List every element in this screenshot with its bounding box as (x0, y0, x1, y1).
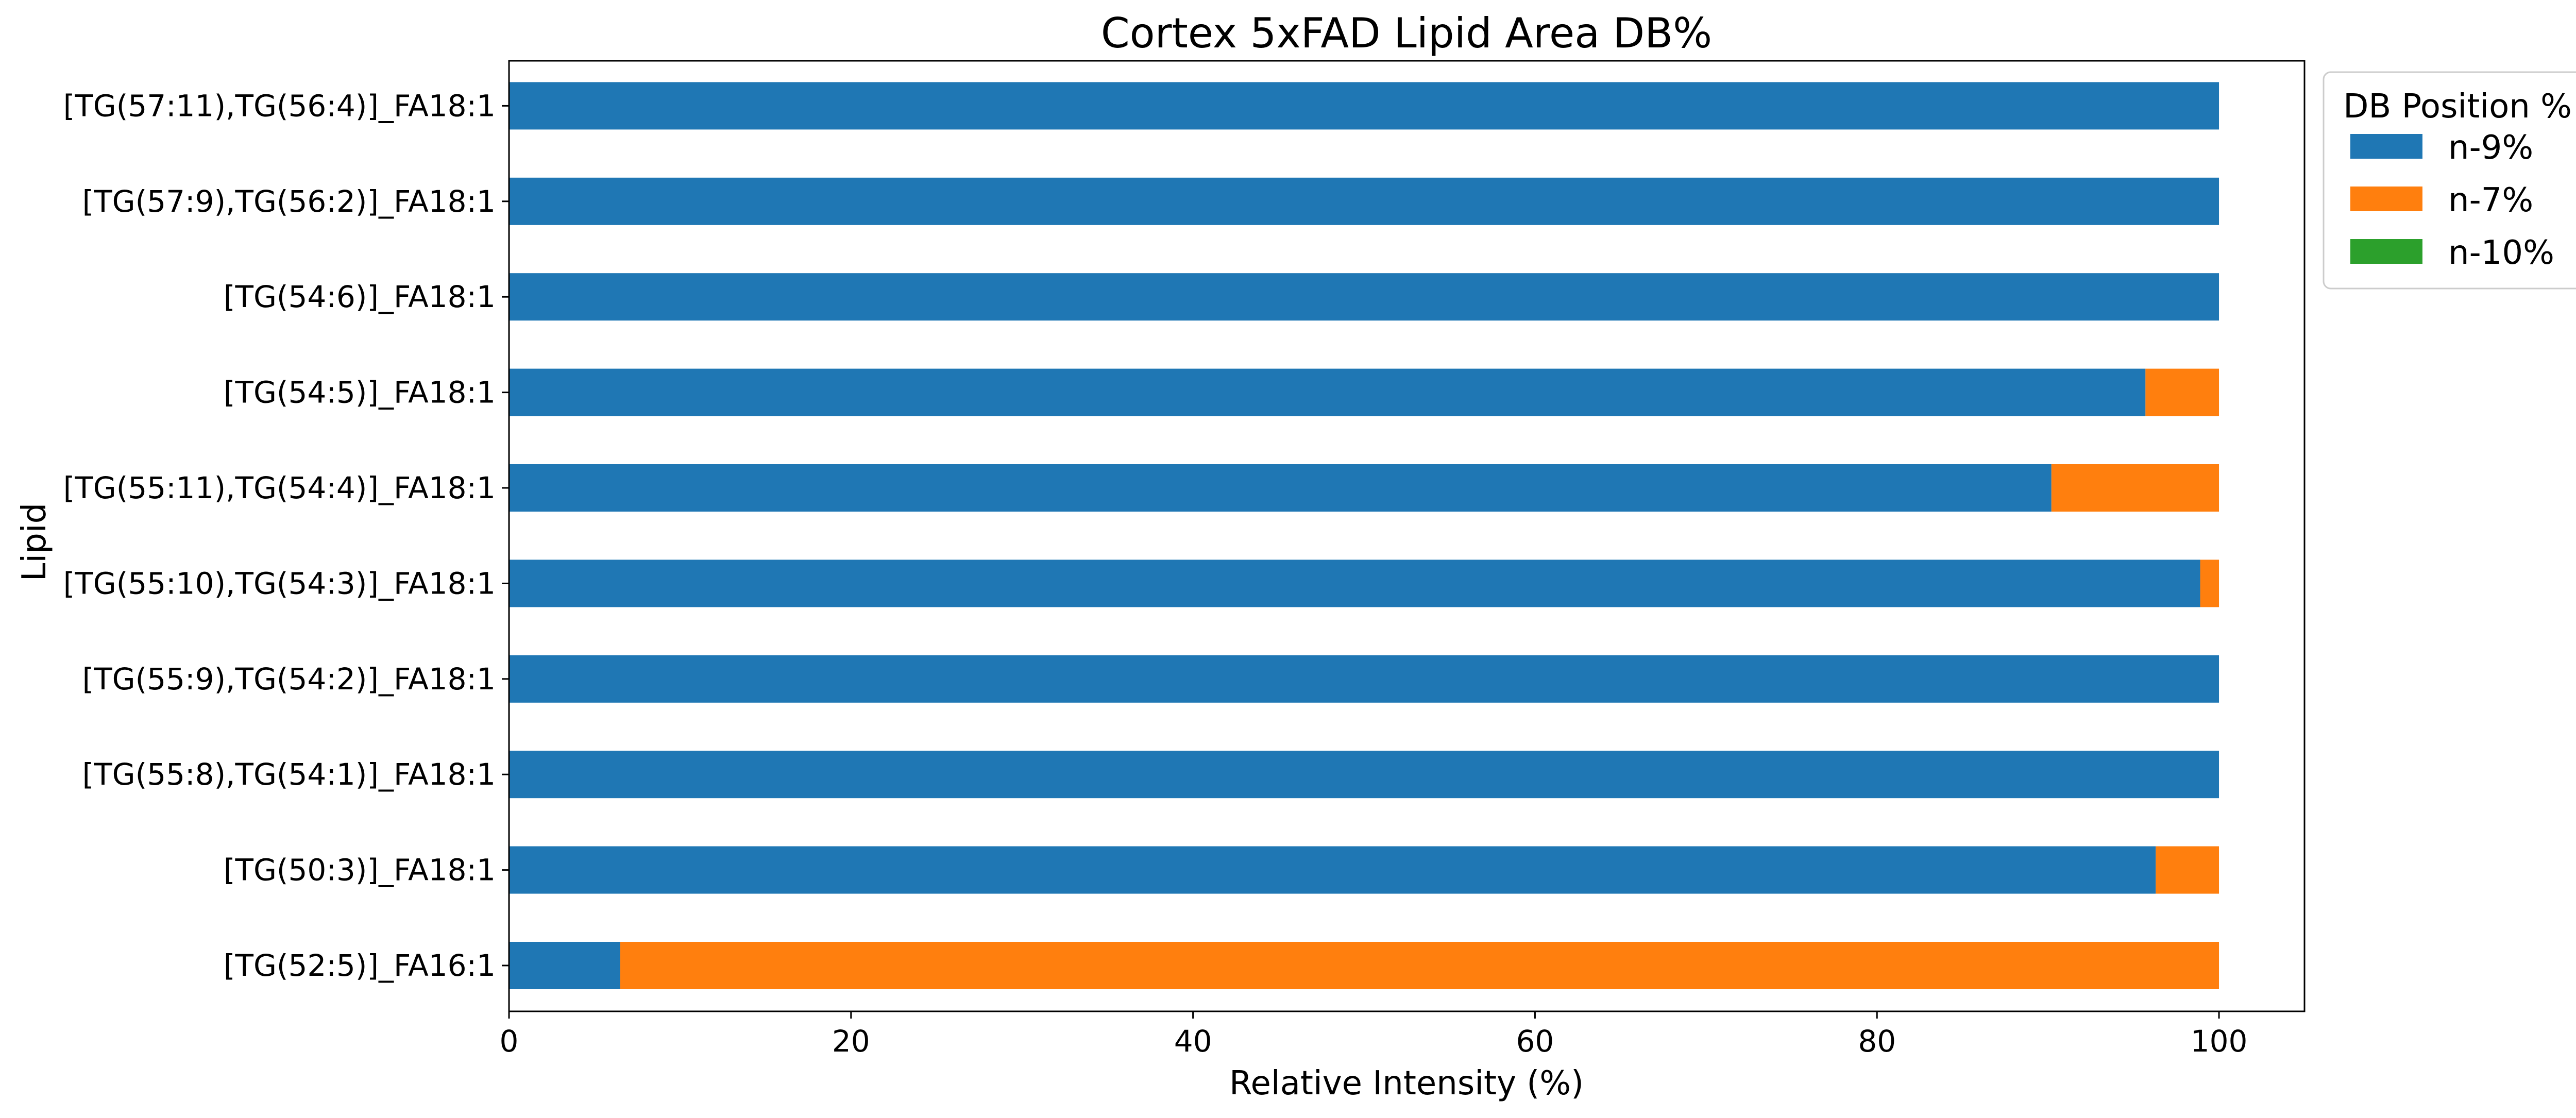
bars-layer (509, 82, 2219, 989)
y-tick-label: [TG(54:6)]_FA18:1 (224, 279, 496, 314)
x-tick-label: 0 (500, 1024, 519, 1059)
bar-segment-n-7-0 (620, 942, 2219, 989)
bar-segment-n-9-6 (509, 368, 2146, 416)
bar-segment-n-9-5 (509, 464, 2052, 512)
y-axis-label: Lipid (15, 503, 54, 581)
bar-segment-n-9-9 (509, 82, 2219, 130)
y-tick-label: [TG(57:11),TG(56:4)]_FA18:1 (63, 88, 496, 123)
x-tick-label: 40 (1174, 1024, 1212, 1059)
legend-box (2323, 71, 2576, 290)
legend-swatch (2350, 187, 2422, 211)
y-tick-label: [TG(55:11),TG(54:4)]_FA18:1 (63, 470, 496, 505)
plot-frame (508, 60, 2306, 1012)
chart-title: Cortex 5xFAD Lipid Area DB% (1101, 9, 1712, 57)
y-tick-label: [TG(55:10),TG(54:3)]_FA18:1 (63, 566, 496, 601)
legend-items: n-9% n-7% n-10% (2350, 129, 2554, 272)
bar-segment-n-9-8 (509, 177, 2219, 225)
bar-segment-n-9-4 (509, 560, 2200, 607)
y-tick-label: [TG(55:8),TG(54:1)]_FA18:1 (82, 757, 496, 792)
bar-segment-n-7-1 (2156, 846, 2219, 894)
x-tick-label: 60 (1516, 1024, 1554, 1059)
legend-label: n-9% (2448, 129, 2533, 167)
bar-segment-n-7-6 (2145, 368, 2219, 416)
legend-swatch (2350, 134, 2422, 159)
legend-swatch (2350, 239, 2422, 264)
legend-title: DB Position % (2343, 88, 2572, 126)
bar-segment-n-9-2 (509, 751, 2219, 799)
y-axis: [TG(52:5)]_FA16:1 [TG(50:3)]_FA18:1 [TG(55… (63, 88, 509, 983)
bar-segment-n-9-0 (509, 942, 620, 989)
x-tick-label: 80 (1858, 1024, 1896, 1059)
x-tick-label: 100 (2191, 1024, 2248, 1059)
legend-label: n-10% (2448, 234, 2554, 272)
y-tick-label: [TG(50:3)]_FA18:1 (224, 853, 496, 888)
legend-label: n-7% (2448, 181, 2533, 219)
y-tick-label: [TG(55:9),TG(54:2)]_FA18:1 (82, 662, 496, 697)
bar-segment-n-9-3 (509, 655, 2219, 703)
x-tick-label: 20 (832, 1024, 870, 1059)
y-tick-label: [TG(57:9),TG(56:2)]_FA18:1 (82, 184, 496, 219)
y-tick-label: [TG(54:5)]_FA18:1 (224, 375, 496, 410)
y-tick-label: [TG(52:5)]_FA16:1 (224, 948, 496, 983)
bar-segment-n-7-5 (2051, 464, 2219, 512)
bar-segment-n-7-4 (2200, 560, 2219, 607)
x-axis-label: Relative Intensity (%) (1229, 1064, 1584, 1103)
legend: DB Position % n-9% n-7% n-10% (2323, 71, 2576, 290)
x-axis: 0 20 40 60 80 100 (500, 1011, 2248, 1059)
bar-segment-n-9-7 (509, 273, 2219, 321)
bar-segment-n-9-1 (509, 846, 2156, 894)
